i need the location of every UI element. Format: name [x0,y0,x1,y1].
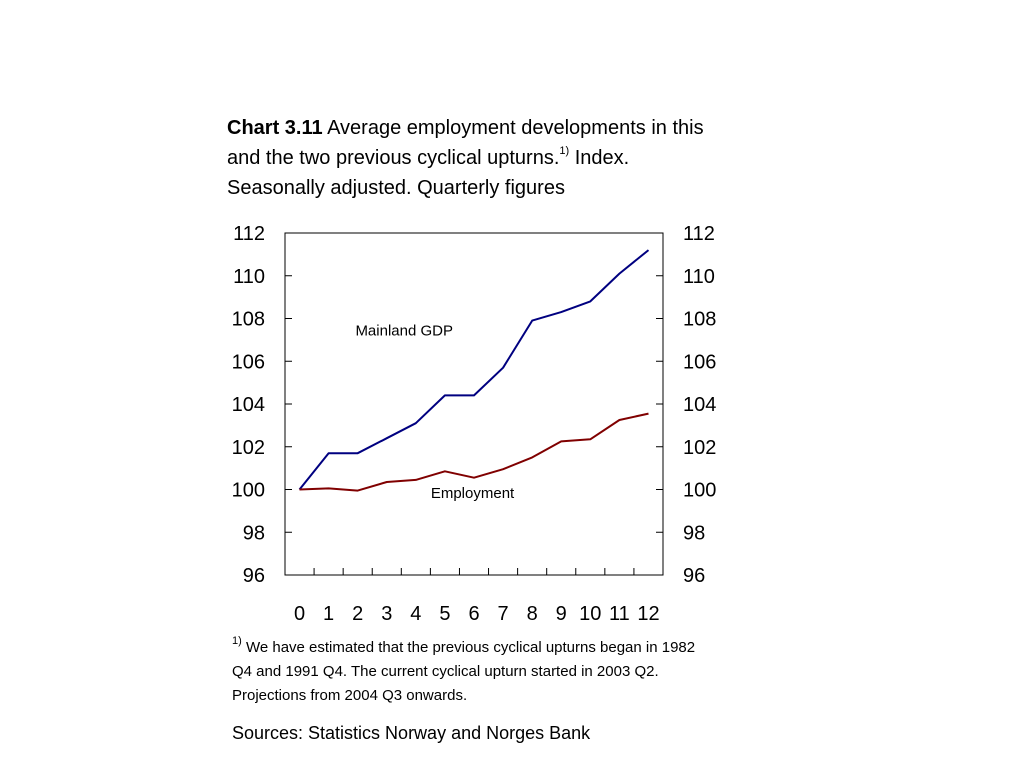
y-tick-label-left: 110 [233,266,265,288]
x-tick-label: 8 [527,603,538,625]
y-tick-label-left: 102 [232,437,265,459]
x-tick-label: 4 [410,603,421,625]
y-tick-label-right: 112 [683,223,715,245]
footnote-text: We have estimated that the previous cycl… [232,639,696,704]
y-tick-label-left: 112 [233,223,265,245]
chart-subtitle-text: Index. Seasonally adjusted. Quarterly fi… [227,147,630,199]
x-tick-label: 7 [498,603,509,625]
plot-frame [284,232,664,576]
x-tick-label: 0 [294,603,305,625]
y-tick-label-right: 102 [683,437,716,459]
y-tick-label-right: 104 [683,394,716,416]
y-tick-label-left: 98 [243,522,265,544]
y-tick-label-right: 106 [683,351,716,373]
x-tick-label: 12 [637,603,659,625]
x-tick-label: 2 [352,603,363,625]
sources-note: Sources: Statistics Norway and Norges Ba… [232,723,591,743]
mainland-gdp-line [298,249,650,491]
y-tick-label-right: 100 [683,480,716,502]
footnote-marker: 1) [232,635,242,647]
chart-title: Chart 3.11 Average employment developmen… [227,113,707,203]
y-tick-label-left: 108 [232,309,265,331]
x-tick-label: 5 [439,603,450,625]
x-tick-label: 10 [579,603,601,625]
y-tick-label-right: 108 [683,309,716,331]
chart-number: Chart 3.11 [227,117,323,139]
chart-labels: Mainland GDP Employment [355,323,515,502]
y-tick-label-right: 110 [683,266,715,288]
y-tick-label-right: 96 [683,565,705,587]
footnote: 1) We have estimated that the previous c… [232,636,712,708]
mainland-gdp-label: Mainland GDP [355,323,453,340]
x-tick-label: 9 [556,603,567,625]
y-tick-label-left: 104 [232,394,265,416]
x-tick-label: 1 [323,603,334,625]
x-tick-label: 11 [609,603,630,625]
y-tick-label-left: 96 [243,565,265,587]
x-tick-label: 3 [381,603,392,625]
chart-lines [298,249,650,492]
y-tick-label-right: 98 [683,522,705,544]
x-tick-label: 6 [468,603,479,625]
employment-label: Employment [431,485,515,502]
employment-line [299,412,649,492]
title-footnote-marker: 1) [559,145,570,158]
y-tick-label-left: 100 [232,480,265,502]
chart-title-text: Average employment developments in this … [227,117,704,169]
y-tick-label-left: 106 [232,351,265,373]
